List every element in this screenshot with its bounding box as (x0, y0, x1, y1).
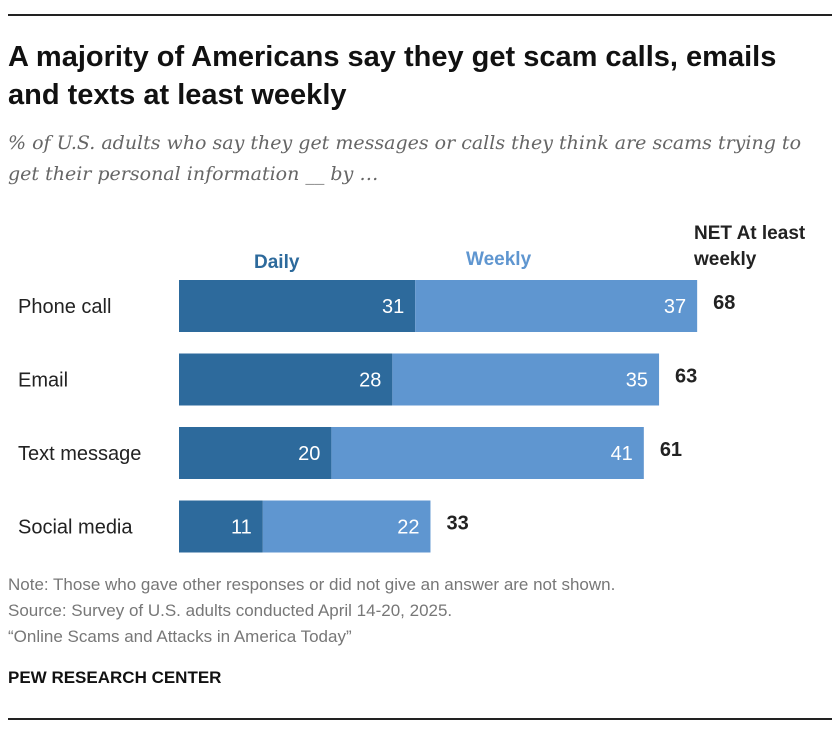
data-label-daily-text-message: 20 (298, 443, 320, 465)
bar-weekly-text-message (331, 427, 644, 479)
report-text: “Online Scams and Attacks in America Tod… (8, 627, 352, 646)
stacked-bar-chart: Phone call 31 37 68 Email 28 35 63 Text message 2… (18, 280, 735, 553)
category-label-phone-call: Phone call (18, 296, 111, 318)
legend-daily: Daily (254, 252, 300, 273)
category-label-email: Email (18, 370, 68, 392)
brand-label: PEW RESEARCH CENTER (8, 668, 222, 687)
net-label-email: 63 (675, 366, 697, 388)
net-label-text-message: 61 (660, 439, 682, 461)
source-text: Source: Survey of U.S. adults conducted … (8, 601, 453, 620)
chart-title: A majority of Americans say they get sca… (8, 41, 777, 111)
data-label-weekly-phone-call: 37 (664, 296, 686, 318)
bar-daily-phone-call (179, 280, 416, 332)
bottom-rule (8, 718, 832, 720)
bar-daily-email (179, 353, 393, 406)
bar-daily-social-media (179, 500, 263, 553)
data-label-daily-email: 28 (359, 370, 381, 392)
data-label-weekly-social-media: 22 (397, 517, 419, 539)
chart-notes: Note: Those who gave other responses or … (8, 572, 615, 650)
bar-daily-text-message (179, 427, 332, 479)
data-label-daily-social-media: 11 (231, 517, 252, 539)
legend-net: NET At least weekly (694, 223, 806, 270)
net-label-social-media: 33 (446, 513, 468, 535)
legend-weekly: Weekly (466, 249, 532, 270)
data-label-weekly-text-message: 41 (611, 443, 633, 465)
category-label-social-media: Social media (18, 517, 133, 539)
bar-weekly-social-media (262, 500, 431, 553)
note-text: Note: Those who gave other responses or … (8, 575, 616, 594)
data-label-daily-phone-call: 31 (382, 296, 404, 318)
net-label-phone-call: 68 (713, 292, 735, 314)
chart-subtitle: % of U.S. adults who say they get messag… (8, 132, 802, 185)
bar-weekly-email (392, 353, 660, 406)
top-rule (8, 14, 832, 16)
data-label-weekly-email: 35 (626, 370, 648, 392)
bar-weekly-phone-call (415, 280, 698, 332)
category-label-text-message: Text message (18, 443, 141, 465)
